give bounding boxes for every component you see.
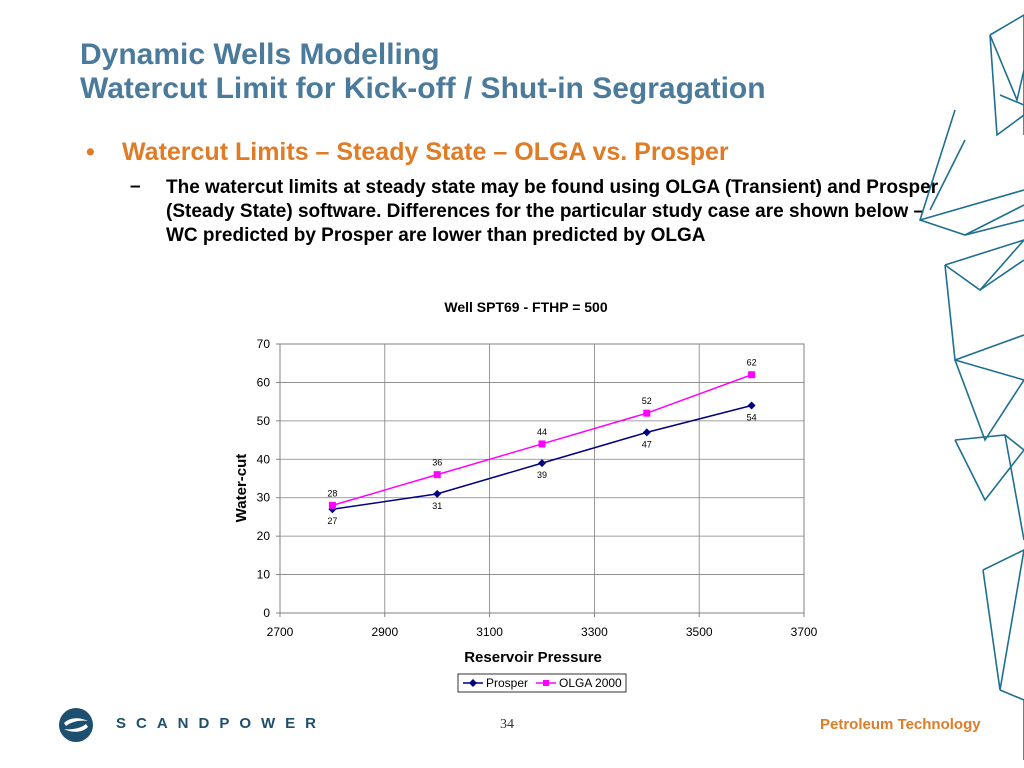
data-label: 47	[642, 439, 652, 449]
data-label: 39	[537, 470, 547, 480]
bullet-heading: Watercut Limits – Steady State – OLGA vs…	[122, 138, 729, 166]
title-line-1: Dynamic Wells Modelling	[80, 38, 440, 71]
x-tick-label: 3700	[791, 625, 818, 639]
data-label: 52	[642, 396, 652, 406]
data-label: 54	[747, 412, 757, 422]
chart-title: Well SPT69 - FTHP = 500	[444, 299, 607, 315]
data-point	[748, 371, 756, 379]
y-tick-label: 10	[257, 568, 271, 582]
scandpower-logo-icon	[59, 708, 93, 742]
data-point	[328, 501, 336, 509]
data-label: 28	[327, 488, 337, 498]
footer-tagline: Petroleum Technology	[820, 716, 981, 733]
data-point	[433, 489, 442, 498]
data-label: 62	[747, 358, 757, 368]
data-point	[433, 471, 441, 479]
y-tick-label: 60	[257, 375, 271, 389]
bullet-marker: •	[86, 138, 95, 166]
data-label: 36	[432, 458, 442, 468]
y-tick-label: 30	[257, 491, 271, 505]
y-tick-label: 20	[257, 529, 271, 543]
y-axis-ticks: 0 10 20 30 40 50 60 70	[257, 337, 280, 620]
data-point	[747, 401, 756, 410]
data-label: 31	[432, 501, 442, 511]
x-tick-label: 3300	[581, 625, 608, 639]
y-tick-label: 50	[257, 414, 271, 428]
title-line-2: Watercut Limit for Kick-off / Shut-in Se…	[80, 72, 766, 105]
footer-brand: SCANDPOWER	[116, 715, 327, 732]
x-tick-label: 3500	[686, 625, 713, 639]
data-point	[643, 409, 651, 417]
watercut-line-chart: Well SPT69 - FTHP = 500 010203040506070 …	[233, 299, 818, 693]
y-tick-label: 40	[257, 452, 271, 466]
data-label: 27	[327, 516, 337, 526]
dash-marker: –	[130, 176, 141, 197]
chart-legend: Prosper OLGA 2000	[457, 673, 627, 693]
plot-area	[279, 343, 805, 614]
x-tick-label: 2900	[371, 625, 398, 639]
page-number: 34	[500, 717, 514, 732]
legend-label-prosper: Prosper	[486, 676, 528, 690]
chart-series: 27 31 39 47 54 28 36 44 52 62	[327, 358, 756, 527]
data-point	[642, 428, 651, 437]
x-tick-label: 2700	[267, 625, 294, 639]
slide-title: Dynamic Wells Modelling Watercut Limit f…	[80, 38, 766, 106]
y-tick-label: 70	[257, 337, 271, 351]
data-point	[538, 459, 546, 468]
legend-marker-olga	[543, 680, 549, 686]
legend-marker-prosper	[469, 679, 477, 687]
y-axis-label: Water-cut	[233, 454, 250, 523]
data-point	[538, 440, 546, 448]
x-axis-ticks: 2700 2900 3100 3300 3500 3700	[267, 613, 818, 639]
y-tick-label: 0	[263, 606, 270, 620]
data-label: 44	[537, 427, 547, 437]
x-axis-label: Reservoir Pressure	[464, 649, 602, 666]
legend-label-olga: OLGA 2000	[559, 676, 622, 690]
chart-grid	[280, 344, 804, 613]
decorative-crystal-pattern	[918, 14, 1024, 760]
body-paragraph: The watercut limits at steady state may …	[166, 177, 939, 246]
x-tick-label: 3100	[476, 625, 503, 639]
